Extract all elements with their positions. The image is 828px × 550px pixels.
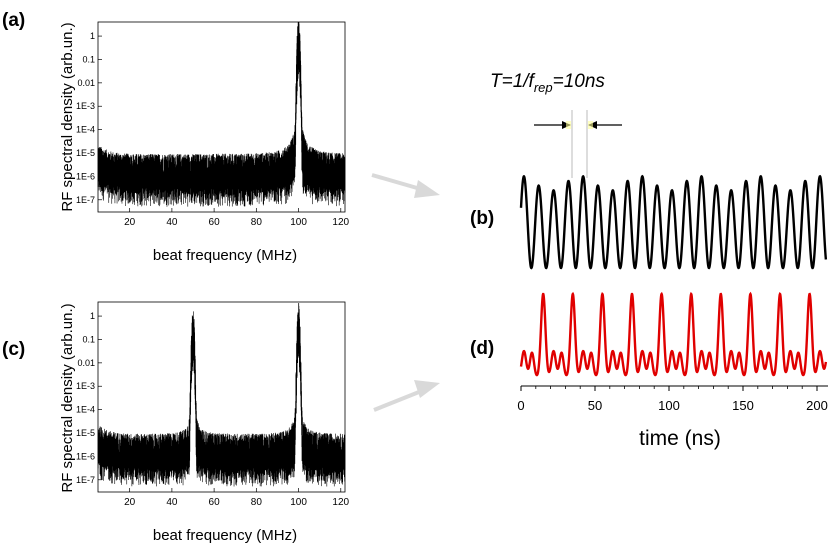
y-tick-label: 0.1 (82, 54, 95, 64)
x-tick-label: 20 (124, 497, 136, 508)
x-tick-label: 80 (251, 497, 263, 508)
arrow-c-to-d (373, 380, 440, 412)
y-tick-label: 0.01 (77, 358, 95, 368)
y-tick-label: 1E-3 (76, 381, 95, 391)
period-formula-suffix: =10ns (553, 71, 606, 92)
spectrum-trace-c (97, 302, 346, 487)
period-formula-prefix: T=1/f (490, 71, 536, 92)
x-tick-label: 40 (166, 497, 178, 508)
arrow-a-to-b (371, 173, 440, 198)
x-ticks-c: 20 40 60 80 100 120 (124, 488, 350, 508)
x-ticks-d: 0 50 100 150 200 (517, 386, 828, 413)
period-formula: T=1/frep=10ns (490, 71, 605, 95)
panel-label-b: (b) (470, 208, 494, 229)
x-tick-label: 60 (209, 217, 221, 228)
time-trace-d (519, 291, 828, 377)
y-tick-label: 1E-7 (76, 195, 95, 205)
y-axis-title-c: RF spectral density (arb.un.) (59, 303, 76, 492)
y-tick-label: 0.01 (77, 78, 95, 88)
y-tick-label: 1E-5 (76, 148, 95, 158)
y-ticks-c: 1 0.1 0.01 1E-3 1E-4 1E-5 1E-6 1E-7 (76, 311, 102, 485)
x-tick-label: 0 (517, 398, 524, 413)
spectrum-panel-a: 1 0.1 0.01 1E-3 1E-4 1E-5 1E-6 1E-7 20 40 60 80 100… (59, 21, 350, 264)
y-tick-label: 1E-4 (76, 125, 95, 135)
x-tick-label: 100 (658, 398, 680, 413)
x-tick-label: 120 (332, 217, 349, 228)
time-panel-d: 0 50 100 150 200 time (ns) (517, 291, 828, 450)
panel-label-d: (d) (470, 338, 494, 359)
x-tick-label: 80 (251, 217, 263, 228)
y-tick-label: 1E-7 (76, 475, 95, 485)
plot-frame-c (97, 301, 346, 493)
x-tick-label: 100 (290, 217, 307, 228)
x-tick-label: 60 (209, 497, 221, 508)
x-tick-label: 100 (290, 497, 307, 508)
x-tick-label: 120 (332, 497, 349, 508)
y-tick-label: 1E-6 (76, 451, 95, 461)
x-ticks-a: 20 40 60 80 100 120 (124, 208, 350, 228)
y-tick-label: 0.1 (82, 334, 95, 344)
x-axis-title-c: beat frequency (MHz) (153, 527, 297, 544)
x-tick-label: 20 (124, 217, 136, 228)
spectrum-trace-a (97, 22, 346, 207)
x-axis-title-d: time (ns) (639, 427, 721, 450)
y-tick-label: 1 (90, 31, 95, 41)
y-tick-label: 1E-6 (76, 171, 95, 181)
y-tick-label: 1 (90, 311, 95, 321)
period-formula-subscript: rep (534, 80, 553, 95)
spectrum-panel-c: 1 0.1 0.01 1E-3 1E-4 1E-5 1E-6 1E-7 20 40 60 80 100… (59, 301, 350, 544)
y-tick-label: 1E-5 (76, 428, 95, 438)
period-annotation: T=1/frep=10ns (490, 71, 622, 178)
x-tick-label: 150 (732, 398, 754, 413)
y-axis-title-a: RF spectral density (arb.un.) (59, 22, 76, 211)
x-tick-label: 50 (588, 398, 602, 413)
plot-frame-a (97, 21, 346, 213)
y-ticks-a: 1 0.1 0.01 1E-3 1E-4 1E-5 1E-6 1E-7 (76, 31, 102, 205)
x-tick-label: 40 (166, 217, 178, 228)
y-tick-label: 1E-3 (76, 101, 95, 111)
panel-label-c: (c) (2, 339, 25, 360)
time-trace-b (519, 174, 828, 270)
panel-label-a: (a) (2, 10, 25, 31)
x-tick-label: 200 (806, 398, 828, 413)
y-tick-label: 1E-4 (76, 405, 95, 415)
x-axis-title-a: beat frequency (MHz) (153, 247, 297, 264)
